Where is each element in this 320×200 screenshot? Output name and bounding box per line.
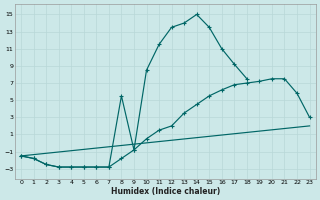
- X-axis label: Humidex (Indice chaleur): Humidex (Indice chaleur): [111, 187, 220, 196]
